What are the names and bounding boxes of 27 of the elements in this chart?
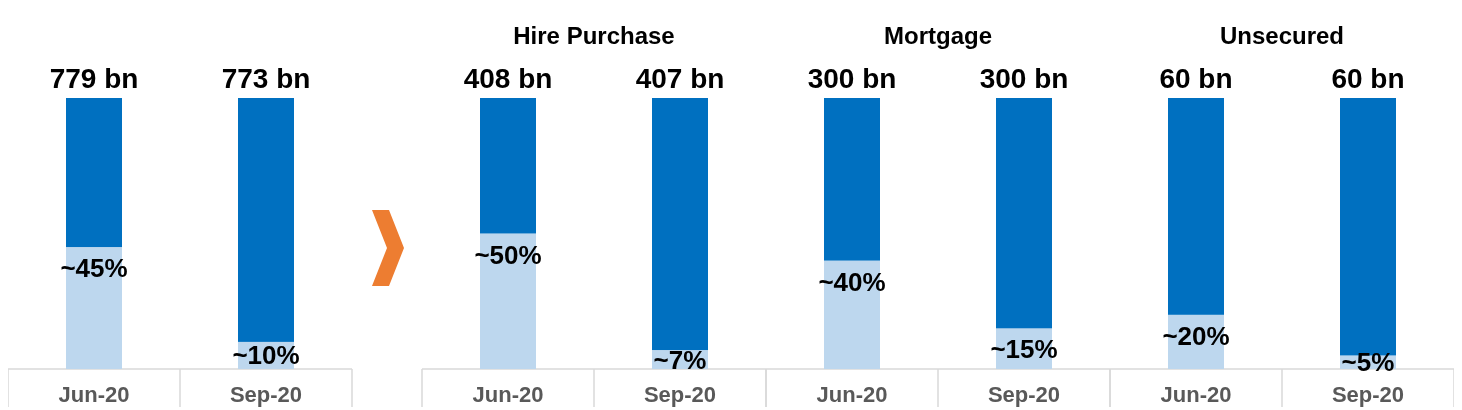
x-tick-label: Sep-20 bbox=[1331, 382, 1405, 407]
data-label: ~15% bbox=[990, 334, 1058, 365]
x-tick-label: Sep-20 bbox=[229, 382, 303, 407]
x-tick-label: Sep-20 bbox=[987, 382, 1061, 407]
annotation: 408 bn bbox=[463, 63, 553, 94]
annotation: 407 bn bbox=[635, 63, 725, 94]
annotation: 300 bn bbox=[807, 63, 897, 94]
x-tick-label: Sep-20 bbox=[643, 382, 717, 407]
data-label: ~10% bbox=[232, 340, 300, 371]
chart-title: Hire Purchase bbox=[513, 22, 675, 49]
data-label: ~45% bbox=[60, 253, 128, 284]
data-label: ~5% bbox=[1341, 347, 1395, 378]
annotation: 60 bn bbox=[1331, 63, 1405, 94]
data-label: ~20% bbox=[1162, 320, 1230, 351]
annotation: 779 bn bbox=[49, 63, 139, 94]
data-label: ~7% bbox=[653, 344, 707, 375]
annotation: 60 bn bbox=[1159, 63, 1233, 94]
chart-title: Mortgage bbox=[884, 22, 992, 49]
x-tick-label: Jun-20 bbox=[1160, 382, 1232, 407]
data-label: ~50% bbox=[474, 239, 542, 270]
annotation: 773 bn bbox=[221, 63, 311, 94]
x-tick-label: Jun-20 bbox=[816, 382, 888, 407]
annotation: 300 bn bbox=[979, 63, 1069, 94]
x-tick-label: Jun-20 bbox=[58, 382, 130, 407]
data-label: ~40% bbox=[818, 266, 886, 297]
chart-title: Unsecured bbox=[1219, 22, 1345, 49]
x-tick-label: Jun-20 bbox=[472, 382, 544, 407]
